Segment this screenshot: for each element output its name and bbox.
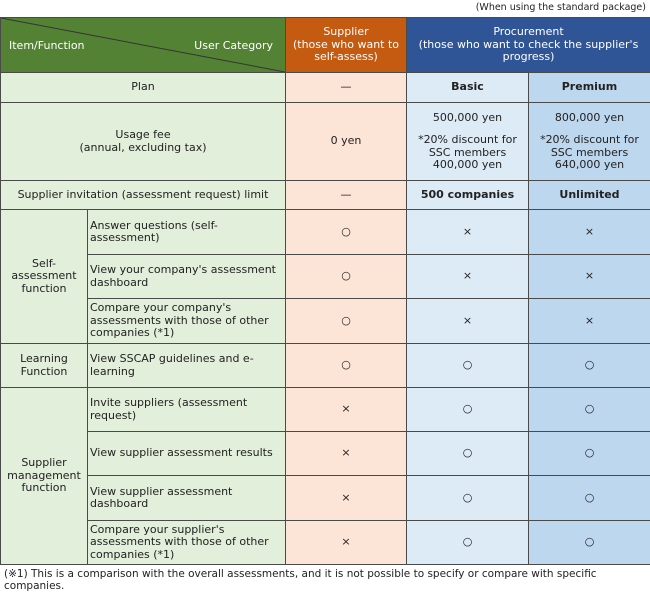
limit-label: Supplier invitation (assessment request)… [0, 180, 286, 210]
supplier-mark: × [285, 431, 407, 476]
premium-mark: × [528, 209, 650, 255]
supplier-mark: × [285, 520, 407, 565]
group-learning: Learning Function [0, 343, 88, 388]
basic-mark: × [406, 298, 529, 344]
feature-label: Invite suppliers (assessment request) [87, 387, 286, 432]
feature-label: Answer questions (self-assessment) [87, 209, 286, 255]
basic-mark: ○ [406, 343, 529, 388]
plan-supplier: — [285, 72, 407, 103]
premium-mark: × [528, 254, 650, 299]
feature-label: View SSCAP guidelines and e-learning [87, 343, 286, 388]
limit-basic: 500 companies [406, 180, 529, 210]
fee-row: Usage fee (annual, excluding tax) 0 yen … [0, 102, 650, 181]
supplier-mark: ○ [285, 343, 407, 388]
feature-label: View supplier assessment results [87, 431, 286, 476]
basic-mark: ○ [406, 387, 529, 432]
feature-row: Compare your supplier's assessments with… [1, 520, 650, 565]
limit-premium: Unlimited [528, 180, 650, 210]
feature-row: View supplier assessment dashboard × ○ ○ [1, 475, 650, 521]
premium-mark: ○ [528, 520, 650, 565]
plan-premium: Premium [528, 72, 650, 103]
basic-mark: ○ [406, 431, 529, 476]
limit-supplier: — [285, 180, 407, 210]
feature-row: Supplier management function Invite supp… [0, 387, 650, 565]
fee-basic-price: 500,000 yen [432, 110, 503, 124]
plan-row: Plan — Basic Premium [0, 72, 650, 103]
fee-label: Usage fee (annual, excluding tax) [0, 102, 286, 181]
header-procurement: Procurement (those who want to check the… [406, 17, 650, 73]
basic-mark: ○ [406, 475, 529, 521]
supplier-mark: ○ [285, 254, 407, 299]
feature-label: Compare your supplier's assessments with… [87, 520, 286, 565]
premium-mark: × [528, 298, 650, 344]
fee-premium-discount: *20% discount for SSC members 640,000 ye… [540, 133, 639, 171]
supplier-mark: × [285, 387, 407, 432]
feature-row: Learning Function View SSCAP guidelines … [0, 343, 650, 388]
feature-row: View your company's assessment dashboard… [1, 254, 650, 299]
fee-basic: 500,000 yen *20% discount for SSC members… [406, 102, 529, 181]
basic-mark: × [406, 254, 529, 299]
footnote: (※1) This is a comparison with the overa… [4, 568, 597, 592]
feature-label: Compare your company's assessments with … [87, 298, 286, 344]
header-user-category: User Category [194, 39, 273, 52]
premium-mark: ○ [528, 387, 650, 432]
header-row: Item/Function User Category Supplier (th… [0, 17, 650, 73]
group-supplier-management: Supplier management function [0, 387, 88, 565]
header-item-category: Item/Function User Category [0, 17, 286, 73]
diagonal-divider [1, 18, 285, 72]
basic-mark: ○ [406, 520, 529, 565]
plan-label: Plan [0, 72, 286, 103]
plan-comparison-table: Item/Function User Category Supplier (th… [0, 17, 650, 565]
header-supplier: Supplier (those who want to self-assess) [285, 17, 407, 73]
feature-label: View supplier assessment dashboard [87, 475, 286, 521]
feature-row: Self-assessment function Answer question… [0, 209, 650, 344]
fee-premium-price: 800,000 yen [554, 110, 625, 124]
supplier-mark: × [285, 475, 407, 521]
package-note: (When using the standard package) [475, 2, 646, 13]
feature-row: View supplier assessment results × ○ ○ [1, 431, 650, 476]
fee-premium: 800,000 yen *20% discount for SSC members… [528, 102, 650, 181]
limit-row: Supplier invitation (assessment request)… [0, 180, 650, 210]
header-item-function: Item/Function [9, 39, 85, 52]
supplier-mark: ○ [285, 209, 407, 255]
plan-basic: Basic [406, 72, 529, 103]
group-self-assessment: Self-assessment function [0, 209, 88, 344]
supplier-mark: ○ [285, 298, 407, 344]
premium-mark: ○ [528, 431, 650, 476]
fee-basic-discount: *20% discount for SSC members 400,000 ye… [418, 133, 517, 171]
feature-row: Compare your company's assessments with … [1, 298, 650, 344]
premium-mark: ○ [528, 475, 650, 521]
premium-mark: ○ [528, 343, 650, 388]
feature-label: View your company's assessment dashboard [87, 254, 286, 299]
fee-supplier: 0 yen [285, 102, 407, 181]
basic-mark: × [406, 209, 529, 255]
